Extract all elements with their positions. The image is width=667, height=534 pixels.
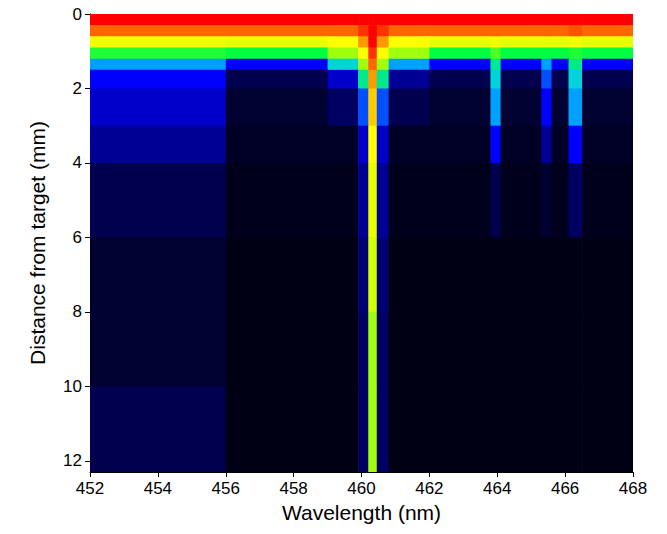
svg-text:452: 452 <box>76 479 104 498</box>
svg-text:10: 10 <box>63 377 82 396</box>
svg-text:Wavelength (nm): Wavelength (nm) <box>282 501 441 524</box>
svg-text:464: 464 <box>483 479 511 498</box>
svg-text:458: 458 <box>279 479 307 498</box>
svg-text:456: 456 <box>212 479 240 498</box>
svg-text:4: 4 <box>73 153 82 172</box>
svg-text:8: 8 <box>73 302 82 321</box>
svg-text:12: 12 <box>63 451 82 470</box>
svg-text:468: 468 <box>619 479 647 498</box>
svg-text:Distance from target (mm): Distance from target (mm) <box>26 121 49 365</box>
svg-text:466: 466 <box>551 479 579 498</box>
svg-text:6: 6 <box>73 228 82 247</box>
svg-text:462: 462 <box>415 479 443 498</box>
svg-text:460: 460 <box>347 479 375 498</box>
svg-text:2: 2 <box>73 79 82 98</box>
svg-text:454: 454 <box>144 479 172 498</box>
svg-text:0: 0 <box>73 5 82 24</box>
